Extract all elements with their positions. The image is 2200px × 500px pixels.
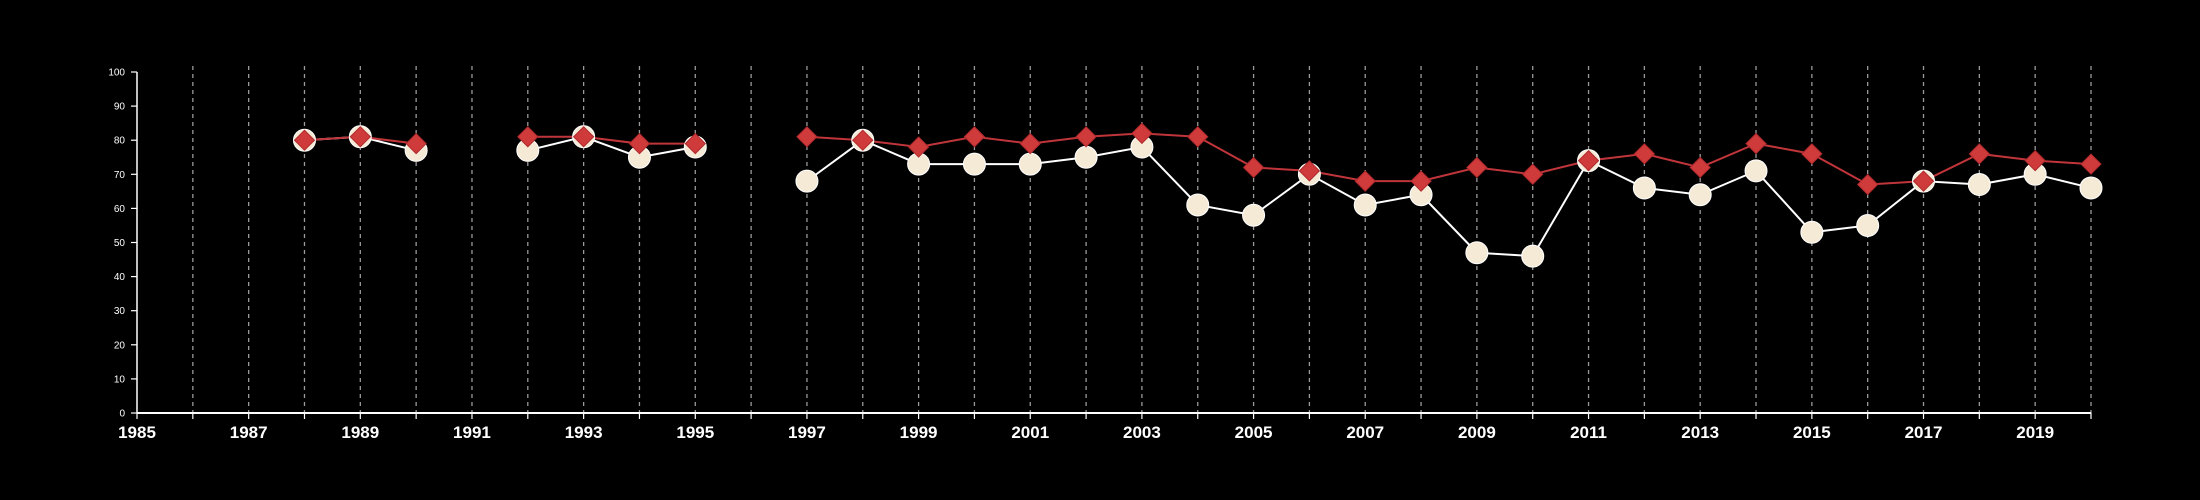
y-tick-label-40: 40 [114, 272, 126, 283]
x-tick-label-1997: 1997 [788, 423, 826, 442]
point-circle-2014 [1744, 159, 1768, 183]
series-diamond-line-2 [806, 132, 2092, 186]
point-diamond-2016 [1856, 173, 1879, 196]
series-layer [292, 122, 2103, 268]
x-tick-label-2009: 2009 [1458, 423, 1496, 442]
point-diamond-1997 [796, 126, 818, 148]
point-diamond-1993 [572, 126, 595, 148]
point-diamond-2017 [1912, 170, 1935, 192]
x-tick-label-1987: 1987 [230, 423, 268, 442]
x-tick-label-2019: 2019 [2016, 423, 2054, 442]
point-circle-2015 [1800, 220, 1824, 244]
series-diamond-line-1 [527, 135, 696, 145]
x-tick-label-2011: 2011 [1570, 423, 1607, 442]
point-diamond-1992 [517, 126, 539, 148]
point-circle-2018 [1967, 173, 1991, 197]
x-tick-label-1991: 1991 [453, 423, 491, 442]
point-circle-2013 [1688, 183, 1712, 207]
point-diamond-2004 [1187, 126, 1209, 148]
point-circle-2020 [2079, 176, 2103, 200]
point-diamond-1999 [907, 136, 930, 158]
x-tick-label-1999: 1999 [900, 423, 938, 442]
axes: 0 10 20 30 40 50 60 70 80 90 100 1985 1987 1989 1991 19… [108, 68, 2092, 442]
y-tick-label-90: 90 [114, 102, 126, 113]
point-diamond-2018 [1968, 143, 1991, 165]
point-diamond-2012 [1633, 143, 1656, 165]
x-tick-label-1993: 1993 [565, 423, 603, 442]
x-tick-label-1995: 1995 [676, 423, 714, 442]
y-tick-label-50: 50 [114, 238, 126, 249]
point-circle-1997 [795, 169, 819, 193]
point-diamond-2001 [1019, 132, 1041, 155]
point-circle-2012 [1632, 176, 1656, 200]
point-diamond-2010 [1522, 163, 1544, 186]
point-diamond-2009 [1466, 156, 1488, 179]
point-diamond-1995 [684, 132, 706, 155]
point-diamond-2006 [1298, 160, 1321, 182]
point-diamond-2008 [1410, 170, 1432, 192]
point-diamond-1988 [293, 129, 316, 151]
point-diamond-2003 [1131, 122, 1153, 145]
series-circle-line-2 [806, 139, 2092, 258]
y-tick-label-60: 60 [114, 204, 126, 215]
point-circle-2007 [1353, 193, 1377, 217]
point-diamond-2005 [1242, 156, 1265, 179]
y-tick-label-20: 20 [114, 340, 126, 351]
point-diamond-2019 [2024, 149, 2046, 172]
point-diamond-1998 [852, 129, 874, 151]
y-tick-label-100: 100 [108, 68, 125, 79]
point-diamond-2013 [1689, 156, 1711, 179]
grid-layer [192, 66, 2092, 413]
point-diamond-2020 [2080, 153, 2102, 175]
x-tick-label-2007: 2007 [1346, 423, 1384, 442]
point-diamond-2015 [1801, 143, 1823, 165]
series-circle-line-1 [527, 135, 696, 159]
x-tick-label-2015: 2015 [1793, 423, 1831, 442]
point-circle-2009 [1465, 241, 1489, 265]
point-circle-2001 [1018, 152, 1042, 176]
point-circle-2005 [1242, 203, 1266, 227]
point-circle-2004 [1186, 193, 1210, 217]
point-circle-2002 [1074, 145, 1098, 169]
point-diamond-2014 [1745, 132, 1767, 155]
y-tick-label-10: 10 [114, 374, 126, 385]
point-diamond-2002 [1075, 126, 1097, 148]
x-tick-label-2005: 2005 [1235, 423, 1273, 442]
x-tick-label-2013: 2013 [1681, 423, 1719, 442]
x-tick-label-1989: 1989 [341, 423, 379, 442]
point-diamond-1989 [349, 126, 372, 148]
y-tick-label-30: 30 [114, 306, 126, 317]
y-tick-label-70: 70 [114, 170, 126, 181]
point-diamond-2007 [1354, 170, 1376, 192]
point-diamond-2000 [963, 126, 986, 148]
x-tick-label-2003: 2003 [1123, 423, 1161, 442]
x-tick-label-2001: 2001 [1011, 423, 1049, 442]
point-diamond-2011 [1577, 149, 1600, 172]
y-tick-label-80: 80 [114, 136, 126, 147]
point-circle-2000 [962, 152, 986, 176]
point-diamond-1990 [405, 132, 427, 155]
x-tick-label-2017: 2017 [1905, 423, 1943, 442]
point-circle-2010 [1521, 244, 1545, 268]
point-circle-2016 [1856, 213, 1880, 237]
point-diamond-1994 [628, 132, 651, 155]
x-tick-label-1985: 1985 [118, 423, 156, 442]
y-tick-label-0: 0 [119, 409, 125, 420]
